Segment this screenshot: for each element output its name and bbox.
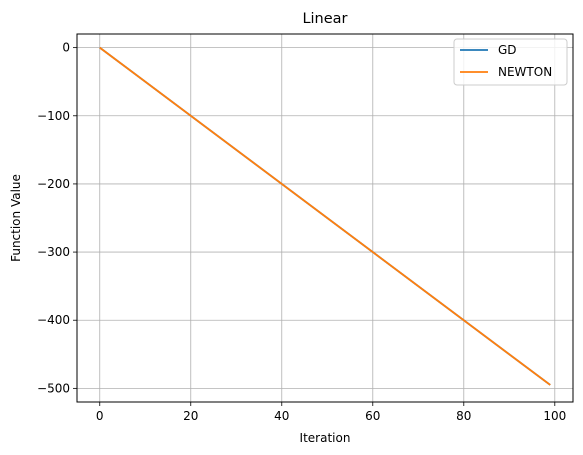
x-axis-label: Iteration: [300, 431, 351, 445]
x-tick-label: 60: [365, 409, 380, 423]
y-tick-label: −400: [37, 313, 70, 327]
y-tick-label: −300: [37, 245, 70, 259]
chart-title: Linear: [302, 11, 347, 27]
y-tick-label: −100: [37, 109, 70, 123]
y-tick-label: −200: [37, 177, 70, 191]
axis-ticks: 0 20 40 60 80 100 0 −100 −200 −300 −400 −500: [37, 41, 566, 423]
legend-label: NEWTON: [498, 65, 552, 79]
legend: GD NEWTON: [453, 38, 568, 86]
x-tick-label: 0: [96, 409, 104, 423]
y-tick-label: 0: [62, 41, 70, 55]
x-tick-label: 80: [456, 409, 471, 423]
series-lines: [99, 46, 551, 386]
y-tick-label: −500: [37, 381, 70, 395]
x-tick-label: 40: [274, 409, 289, 423]
x-tick-label: 100: [543, 409, 566, 423]
plot-frame: [76, 33, 574, 403]
grid-lines: [77, 34, 573, 402]
x-tick-label: 20: [183, 409, 198, 423]
y-axis-label: Function Value: [9, 174, 23, 262]
legend-label: GD: [498, 43, 517, 57]
series-line-newton: [99, 46, 551, 386]
